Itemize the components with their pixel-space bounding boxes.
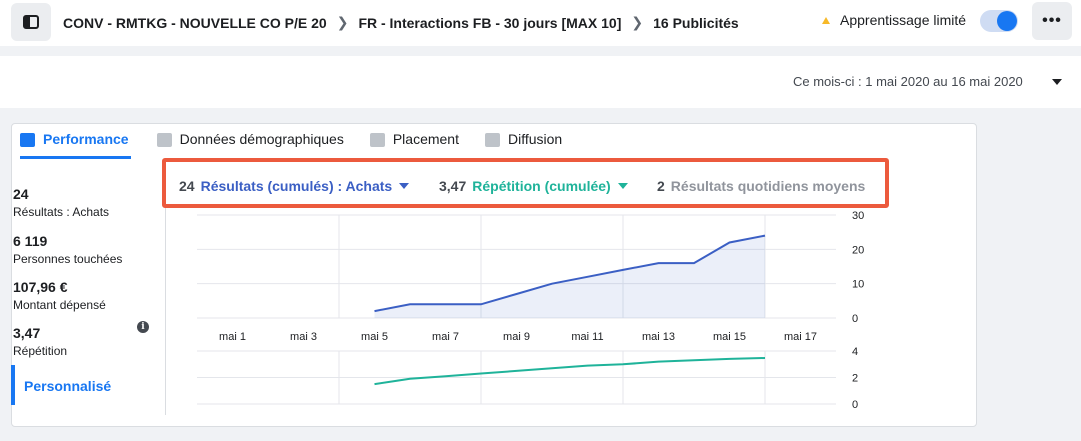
x-tick-label: mai 3 <box>290 331 317 343</box>
results-selector-bar: 24 Résultats (cumulés) : Achats 3,47 Rép… <box>162 158 889 208</box>
x-tick-label: mai 1 <box>219 331 246 343</box>
toggle-panel-button[interactable] <box>11 3 51 41</box>
metric-results: 24 Résultats : Achats <box>13 186 109 219</box>
delivery-status: Apprentissage limité <box>822 12 966 28</box>
breadcrumb-campaign[interactable]: CONV - RMTKG - NOUVELLE CO P/E 20 <box>63 14 327 31</box>
x-tick-label: mai 7 <box>432 331 459 343</box>
x-tick-label: mai 13 <box>642 331 675 343</box>
custom-metrics-button[interactable]: Personnalisé <box>11 365 165 405</box>
metrics-sidebar <box>11 165 166 415</box>
x-tick-label: mai 11 <box>571 331 603 343</box>
repetition-label: Répétition (cumulée) <box>472 178 611 194</box>
breadcrumb: CONV - RMTKG - NOUVELLE CO P/E 20 ❯ FR -… <box>63 14 739 31</box>
metric-value: 3,47 <box>13 325 41 341</box>
breadcrumb-adset[interactable]: FR - Interactions FB - 30 jours [MAX 10] <box>358 14 622 31</box>
tab-performance[interactable]: Performance <box>20 131 131 159</box>
tab-label: Diffusion <box>507 131 563 147</box>
metric-label: Montant dépensé <box>13 298 106 312</box>
y-tick-label: 10 <box>852 279 864 291</box>
tab-label: Données démographiques <box>179 131 344 147</box>
metric-frequency: 3,47 Répétition <box>13 325 67 358</box>
results-value: 24 <box>179 178 195 194</box>
ad-status-toggle[interactable] <box>980 10 1018 32</box>
date-row: Ce mois-ci : 1 mai 2020 au 16 mai 2020 <box>0 56 1081 108</box>
daily-results-selector[interactable]: 2 Résultats quotidiens moyens <box>657 178 865 194</box>
more-dots-icon: ••• <box>1042 12 1062 29</box>
daily-value: 2 <box>657 178 665 194</box>
y-tick-label: 20 <box>852 244 864 256</box>
caret-down-icon[interactable] <box>1052 79 1062 85</box>
metric-value: 6 119 <box>13 233 48 249</box>
tab-label: Placement <box>392 131 459 147</box>
tab-placement[interactable]: Placement <box>369 131 459 159</box>
custom-label: Personnalisé <box>24 378 112 394</box>
tab-delivery[interactable]: Diffusion <box>484 131 563 159</box>
y-tick-label: 2 <box>852 373 858 385</box>
x-tick-label: mai 17 <box>784 331 817 343</box>
results-label: Résultats (cumulés) : Achats <box>200 178 393 194</box>
more-options-button[interactable]: ••• <box>1032 2 1072 40</box>
chevron-right-icon: ❯ <box>336 14 349 30</box>
metric-value: 24 <box>13 186 29 202</box>
info-icon[interactable]: i <box>137 321 149 333</box>
placement-icon <box>369 133 385 147</box>
results-selector[interactable]: 24 Résultats (cumulés) : Achats <box>179 178 410 194</box>
breadcrumb-ads[interactable]: 16 Publicités <box>653 14 739 31</box>
y-tick-label: 30 <box>852 210 864 222</box>
tab-label: Performance <box>43 131 129 147</box>
metric-label: Résultats : Achats <box>13 205 110 219</box>
repetition-chart: 0 2 4 <box>197 346 858 411</box>
repetition-selector[interactable]: 3,47 Répétition (cumulée) <box>439 178 628 194</box>
tab-demographics[interactable]: Données démographiques <box>156 131 344 159</box>
warning-icon <box>822 16 830 24</box>
date-range-picker[interactable]: Ce mois-ci : 1 mai 2020 au 16 mai 2020 <box>793 74 1023 89</box>
top-bar: CONV - RMTKG - NOUVELLE CO P/E 20 ❯ FR -… <box>0 0 1081 46</box>
metric-reach: 6 119 Personnes touchées <box>13 233 122 266</box>
x-tick-label: mai 5 <box>361 331 388 343</box>
line-chart-icon <box>484 133 500 147</box>
y-tick-label: 0 <box>852 399 858 411</box>
daily-label: Résultats quotidiens moyens <box>670 178 866 194</box>
caret-down-icon <box>617 183 628 189</box>
chevron-right-icon: ❯ <box>631 14 644 30</box>
metric-spend: 107,96 € Montant dépensé <box>13 279 106 312</box>
x-tick-label: mai 9 <box>503 331 530 343</box>
y-tick-label: 4 <box>852 346 858 358</box>
sidebar-panel-icon <box>23 15 39 29</box>
repetition-value: 3,47 <box>439 178 467 194</box>
metric-label: Personnes touchées <box>13 252 123 266</box>
toggle-knob <box>997 11 1017 31</box>
caret-down-icon <box>399 183 410 189</box>
bar-chart-icon <box>20 133 35 147</box>
x-tick-label: mai 15 <box>713 331 746 343</box>
status-label: Apprentissage limité <box>840 12 967 28</box>
metric-label: Répétition <box>13 344 68 358</box>
series-line <box>374 357 766 386</box>
series-line <box>374 234 766 313</box>
cumulative-results-chart: 0 10 20 30 mai 1 mai 3 mai 5 mai 7 mai 9 mai 11 ma… <box>197 210 864 343</box>
y-tick-label: 0 <box>852 313 858 325</box>
insights-tabs: Performance Données démographiques Place… <box>20 131 588 161</box>
people-icon <box>156 133 172 147</box>
metric-value: 107,96 € <box>13 279 68 295</box>
series-area <box>374 235 765 318</box>
